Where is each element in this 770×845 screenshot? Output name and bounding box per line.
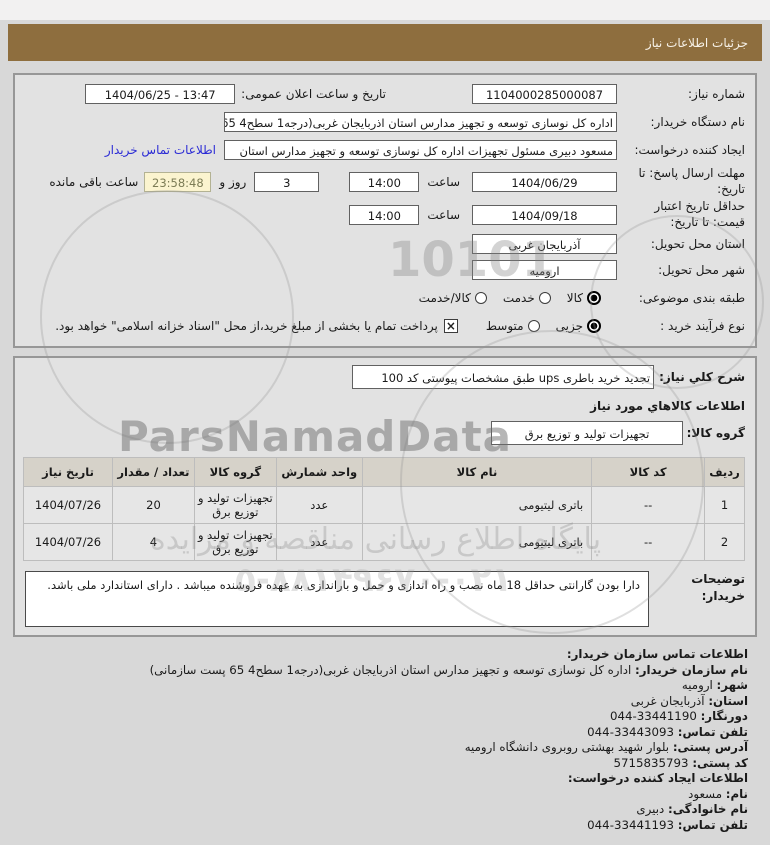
deadline-date-field[interactable]: 1404/06/29 (472, 171, 617, 192)
goods-table: ردیف کد کالا نام کالا واحد شمارش گروه کا… (23, 457, 745, 562)
remaining-days-field[interactable]: 3 (254, 171, 320, 192)
delivery-province-label: استان محل تحویل: (650, 236, 745, 251)
goods-group-label: گروه کالا: (686, 426, 745, 441)
deadline-time-field[interactable]: 14:00 (349, 171, 420, 192)
response-deadline-label: مهلت ارسال پاسخ: تا تاریخ: (638, 166, 745, 196)
radio-selected-icon[interactable] (587, 319, 601, 334)
announce-datetime-field[interactable]: 1404/06/25 - 13:47 (85, 84, 236, 104)
goods-group-row: گروه کالا: تجهیزات تولید و توزیع برق (25, 421, 745, 446)
treasury-payment-label: پرداخت تمام یا بخشی از مبلغ خرید،از محل … (55, 319, 438, 334)
page-title-bar: جزئیات اطلاعات نیاز (8, 24, 762, 61)
col-quantity: تعداد / مقدار (112, 457, 195, 488)
buyer-notes-label: توضیحات خریدار: (691, 572, 745, 604)
validity-time-field[interactable]: 14:00 (349, 204, 420, 225)
need-number-row: شماره نیاز: 1104000285000087 تاریخ و ساع… (25, 82, 745, 106)
goods-info-title: اطلاعات کالاهاي مورد نیاز (590, 399, 745, 414)
delivery-province-row: استان محل تحویل: آذربایجان غربی (25, 232, 745, 256)
need-info-panel: شماره نیاز: 1104000285000087 تاریخ و ساع… (13, 73, 757, 349)
need-number-field[interactable]: 1104000285000087 (472, 84, 617, 104)
purchase-process-label: نوع فرآیند خرید : (660, 318, 745, 333)
goods-table-header-row: ردیف کد کالا نام کالا واحد شمارش گروه کا… (23, 457, 745, 488)
col-need-date: تاریخ نیاز (23, 457, 113, 488)
response-deadline-row: مهلت ارسال پاسخ: تا تاریخ: 1404/06/29 سا… (25, 166, 745, 197)
buyer-org-field[interactable]: اداره کل نوسازی توسعه و تجهیز مدارس استا… (224, 112, 617, 132)
last-name-line: نام خانوادگی: دبیری (636, 802, 748, 817)
announce-datetime-label: تاریخ و ساعت اعلان عمومی: (241, 87, 386, 101)
col-unit: واحد شمارش (275, 457, 363, 488)
top-strip (0, 0, 770, 20)
need-number-label: شماره نیاز: (688, 86, 745, 101)
col-item-group: گروه کالا (193, 457, 277, 488)
need-description-row: شرح کلي نیاز: تجدید خرید باطری ups طبق م… (25, 365, 745, 390)
col-item-code: کد کالا (591, 457, 706, 488)
province-line: استان: آذربایجان غربی (630, 693, 748, 708)
creator-phone-line: تلفن تماس: 33441193-044 (587, 817, 748, 832)
remaining-hours-label: ساعت باقی مانده (49, 174, 139, 189)
contact-info-block: اطلاعات تماس سازمان خریدار: نام سازمان خ… (22, 647, 748, 833)
request-creator-row: ایجاد کننده درخواست: مسعود دبیری مسئول ت… (25, 138, 745, 162)
table-row: 2 -- باتری لیتیومی عدد تجهیزات تولید و ت… (23, 523, 745, 562)
subject-classification-row: طبقه بندی موضوعی: کالا خدمت کالا/خدمت (25, 286, 745, 310)
first-name-line: نام: مسعود (688, 786, 748, 801)
deadline-hour-label: ساعت (427, 174, 460, 189)
page-title: جزئیات اطلاعات نیاز (645, 35, 748, 50)
goods-info-panel: شرح کلي نیاز: تجدید خرید باطری ups طبق م… (13, 356, 757, 638)
buyer-contact-link[interactable]: اطلاعات تماس خریدار (104, 143, 216, 157)
price-validity-label: حداقل تاریخ اعتبار قیمت: تا تاریخ: (654, 199, 745, 229)
col-row-number: ردیف (704, 457, 745, 488)
need-description-label: شرح کلي نیاز: (659, 370, 745, 385)
delivery-city-row: شهر محل تحویل: ارومیه (25, 258, 745, 282)
radio-option-minor[interactable]: جزیی (556, 319, 601, 334)
request-creator-field[interactable]: مسعود دبیری مسئول تجهیزات اداره کل نوساز… (224, 140, 617, 160)
validity-hour-label: ساعت (427, 207, 460, 222)
delivery-province-field[interactable]: آذربایجان غربی (472, 234, 617, 255)
need-description-field[interactable]: تجدید خرید باطری ups طبق مشخصات پیوستی ک… (352, 365, 655, 390)
org-contact-title: اطلاعات تماس سازمان خریدار: (566, 647, 748, 662)
radio-option-medium[interactable]: متوسط (486, 319, 540, 333)
treasury-payment-option[interactable]: پرداخت تمام یا بخشی از مبلغ خرید،از محل … (55, 319, 458, 334)
validity-date-field[interactable]: 1404/09/18 (472, 204, 617, 225)
radio-option-goods[interactable]: کالا (567, 291, 601, 306)
buyer-org-row: نام دستگاه خریدار: اداره کل نوسازی توسعه… (25, 110, 745, 134)
address-line: آدرس پستی: بلوار شهید بهشتی روبروی دانشگ… (464, 740, 748, 755)
city-line: شهر: ارومیه (681, 678, 748, 693)
radio-option-goods-service[interactable]: کالا/خدمت (419, 291, 487, 305)
subject-classification-label: طبقه بندی موضوعی: (638, 290, 745, 305)
creator-info-title: اطلاعات ایجاد کننده درخواست: (567, 771, 748, 786)
countdown-timer-field: 23:58:48 (144, 171, 212, 192)
buyer-notes-row: توضیحات خریدار: دارا بودن گارانتی حداقل … (25, 571, 745, 628)
buyer-org-label: نام دستگاه خریدار: (650, 114, 746, 129)
postal-code-line: کد پستی: 5715835793 (613, 755, 749, 770)
goods-group-field[interactable]: تجهیزات تولید و توزیع برق (491, 421, 683, 446)
purchase-process-row: نوع فرآیند خرید : جزیی متوسط پرداخت تمام… (25, 314, 745, 338)
radio-unselected-icon[interactable] (527, 320, 540, 333)
delivery-city-field[interactable]: ارومیه (472, 260, 617, 281)
radio-unselected-icon[interactable] (474, 292, 487, 305)
buyer-notes-field[interactable]: دارا بودن گارانتی حداقل 18 ماه نصب و راه… (25, 571, 649, 628)
radio-option-service[interactable]: خدمت (503, 291, 551, 305)
col-item-name: نام کالا (361, 457, 593, 488)
radio-selected-icon[interactable] (587, 291, 601, 306)
checkbox-checked-icon[interactable] (443, 319, 458, 334)
delivery-city-label: شهر محل تحویل: (658, 262, 745, 277)
org-name-line: نام سازمان خریدار: اداره کل نوسازی توسعه… (149, 662, 748, 677)
remaining-days-label: روز و (219, 174, 247, 189)
table-row: 1 -- باتری لیتیومی عدد تجهیزات تولید و ت… (23, 486, 745, 525)
radio-unselected-icon[interactable] (538, 292, 551, 305)
price-validity-row: حداقل تاریخ اعتبار قیمت: تا تاریخ: 1404/… (25, 199, 745, 230)
phone-line: تلفن تماس: 33443093-044 (587, 724, 748, 739)
request-creator-label: ایجاد کننده درخواست: (634, 142, 745, 157)
fax-line: دورنگار: 33441190-044 (609, 709, 748, 724)
